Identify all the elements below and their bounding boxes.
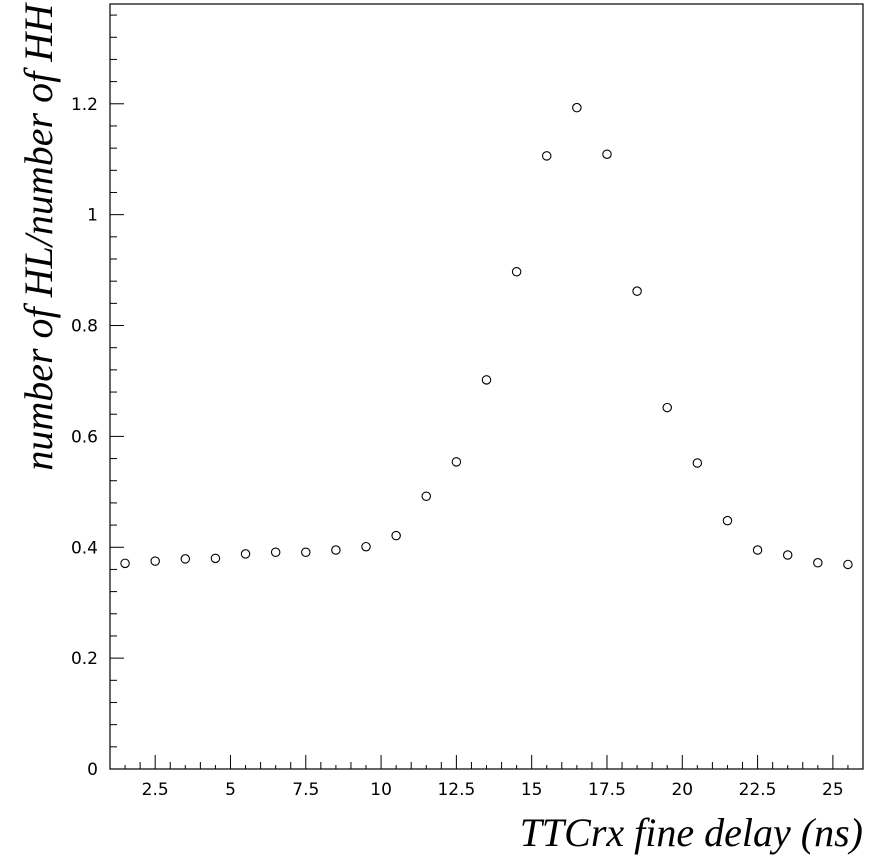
data-points	[120, 102, 853, 570]
x-tick-label: 22.5	[739, 780, 777, 800]
x-tick-label: 7.5	[292, 780, 319, 800]
x-tick-label: 10	[370, 780, 392, 800]
data-point	[240, 549, 251, 559]
data-point	[572, 102, 582, 113]
x-tick-label: 20	[671, 780, 693, 800]
data-point	[752, 545, 763, 555]
axis-tick-labels: 2.5 5 7.5 10 12.5 15 17.5 20 22.5 25 0 0.2 0.4 0.6 0.8…	[71, 95, 844, 800]
axis-ticks	[109, 14, 864, 770]
data-point	[210, 553, 221, 564]
y-tick-label: 1	[87, 206, 98, 226]
x-axis-title: TTCrx fine delay (ns)	[520, 810, 863, 855]
data-point	[722, 515, 733, 526]
x-tick-label: 25	[822, 780, 844, 800]
data-point	[813, 558, 823, 568]
data-point	[782, 550, 793, 560]
y-tick-label: 0.6	[71, 427, 98, 447]
x-tick-label: 2.5	[142, 780, 169, 800]
y-tick-label: 1.2	[71, 95, 98, 115]
y-tick-label: 0.4	[71, 538, 98, 558]
y-tick-label: 0.8	[71, 317, 98, 337]
y-tick-label: 0	[87, 760, 98, 780]
data-point	[301, 547, 311, 557]
data-point	[150, 556, 160, 566]
data-point	[541, 151, 552, 161]
x-tick-label: 5	[225, 780, 236, 800]
data-point	[421, 491, 432, 502]
data-point	[270, 547, 281, 557]
data-point	[391, 530, 401, 541]
data-point	[511, 266, 522, 277]
y-axis-title: number of HL/number of HH	[16, 2, 61, 471]
data-point	[361, 541, 371, 552]
data-point	[602, 149, 612, 159]
data-point	[451, 457, 462, 467]
data-point	[180, 554, 191, 564]
x-tick-label: 17.5	[588, 780, 626, 800]
x-tick-label: 15	[521, 780, 543, 800]
data-point	[481, 375, 492, 385]
data-point	[120, 558, 130, 569]
plot-frame	[109, 3, 864, 770]
y-tick-label: 0.2	[71, 649, 98, 669]
data-point	[692, 458, 703, 468]
data-point	[331, 545, 341, 555]
data-point	[632, 286, 642, 296]
data-point	[843, 559, 853, 570]
data-point	[662, 402, 672, 413]
x-tick-label: 12.5	[437, 780, 475, 800]
